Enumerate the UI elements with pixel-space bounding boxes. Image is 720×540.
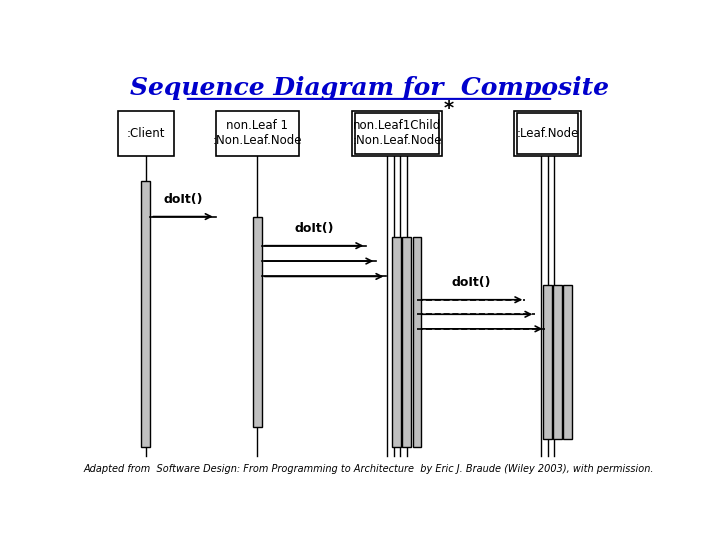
Text: doIt(): doIt() bbox=[451, 276, 491, 289]
Bar bbox=[392, 238, 401, 447]
Bar bbox=[118, 111, 174, 156]
Bar bbox=[563, 285, 572, 439]
Bar bbox=[514, 111, 581, 156]
Text: :Client: :Client bbox=[127, 127, 165, 140]
Bar bbox=[352, 111, 441, 156]
Text: :Leaf.Node: :Leaf.Node bbox=[516, 127, 579, 140]
Bar bbox=[141, 181, 150, 447]
Text: doIt(): doIt() bbox=[163, 193, 202, 206]
Bar bbox=[355, 113, 438, 154]
Text: non.Leaf1Child
:Non.Leaf.Node: non.Leaf1Child :Non.Leaf.Node bbox=[352, 119, 441, 147]
Bar bbox=[517, 113, 578, 154]
Text: Adapted from  Software Design: From Programming to Architecture  by Eric J. Brau: Adapted from Software Design: From Progr… bbox=[84, 464, 654, 474]
Bar bbox=[543, 285, 552, 439]
Bar bbox=[253, 217, 262, 427]
Bar bbox=[215, 111, 300, 156]
Bar bbox=[413, 238, 421, 447]
Text: Sequence Diagram for  Composite: Sequence Diagram for Composite bbox=[130, 76, 608, 100]
Text: *: * bbox=[444, 99, 454, 118]
Text: non.Leaf 1
:Non.Leaf.Node: non.Leaf 1 :Non.Leaf.Node bbox=[212, 119, 302, 147]
Text: doIt(): doIt() bbox=[294, 222, 334, 235]
Bar bbox=[553, 285, 562, 439]
Bar bbox=[402, 238, 411, 447]
